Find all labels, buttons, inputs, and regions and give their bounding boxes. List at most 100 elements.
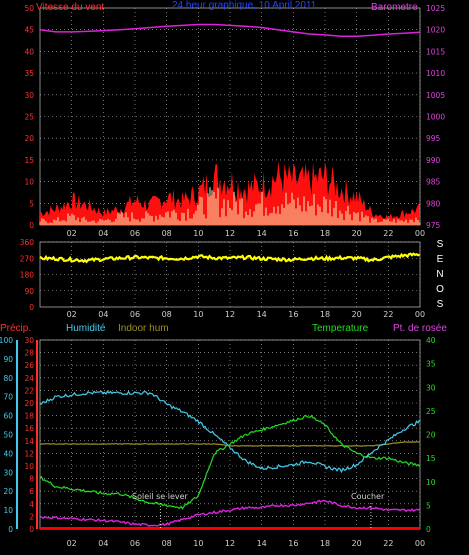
x-tick-label: 18 <box>320 539 330 548</box>
chart-marks <box>39 23 421 529</box>
barometer-tick-label: 1005 <box>426 91 445 100</box>
sunset-label: Coucher <box>351 492 385 501</box>
wind-tick-label: 0 <box>29 221 34 230</box>
wind-tick-label: 5 <box>29 199 34 208</box>
precip-tick-label: 18 <box>24 412 34 421</box>
compass-label: N <box>436 269 443 280</box>
barometer-tick-label: 1020 <box>426 26 445 35</box>
x-tick-label: 02 <box>67 229 77 238</box>
x-tick-label: 12 <box>225 229 235 238</box>
humidity-tick-label: 40 <box>3 449 13 458</box>
temperature-tick-label: 10 <box>426 478 436 487</box>
humidity-tick-label: 0 <box>8 525 13 534</box>
barometer-tick-label: 980 <box>426 199 441 208</box>
x-tick-label: 22 <box>383 539 393 548</box>
x-tick-label: 16 <box>288 539 298 548</box>
wind-tick-label: 15 <box>24 156 34 165</box>
x-tick-label: 22 <box>383 229 393 238</box>
x-tick-label: 02 <box>67 310 77 319</box>
humidity-tick-label: 100 <box>0 336 13 345</box>
wind-direction-line <box>39 252 420 264</box>
x-tick-label: 08 <box>162 539 172 548</box>
x-tick-label: 14 <box>257 539 267 548</box>
precip-tick-label: 4 <box>29 500 34 509</box>
x-tick-label: 20 <box>352 539 362 548</box>
x-tick-label: 06 <box>130 229 140 238</box>
x-tick-label: 14 <box>257 229 267 238</box>
temperature-tick-label: 5 <box>426 501 431 510</box>
x-tick-label: 18 <box>320 229 330 238</box>
barometer-tick-label: 1010 <box>426 69 445 78</box>
humidity-axis-title: Humidité <box>66 323 106 334</box>
x-tick-label: 10 <box>193 310 203 319</box>
precip-tick-label: 22 <box>24 386 34 395</box>
direction-tick-label: 180 <box>20 271 35 280</box>
barometer-tick-label: 1015 <box>426 47 445 56</box>
wind-tick-label: 50 <box>24 4 34 13</box>
x-tick-label: 18 <box>320 310 330 319</box>
dewpoint-axis-title: Pt. de rosée <box>393 323 447 334</box>
dewpoint-line <box>39 499 420 527</box>
x-tick-label: 14 <box>257 310 267 319</box>
precip-tick-label: 10 <box>24 462 34 471</box>
precip-tick-label: 20 <box>24 399 34 408</box>
precip-tick-label: 14 <box>24 437 34 446</box>
humidity-tick-label: 70 <box>3 393 13 402</box>
wind-axis-title: Vitesse du vent <box>36 2 104 13</box>
precip-tick-label: 12 <box>24 449 34 458</box>
x-tick-label: 04 <box>98 539 108 548</box>
wind-tick-label: 40 <box>24 47 34 56</box>
x-tick-label: 20 <box>352 310 362 319</box>
indoor-hum-title: Indoor hum <box>118 323 169 334</box>
x-tick-label: 04 <box>98 310 108 319</box>
barometer-tick-label: 995 <box>426 134 441 143</box>
precip-axis-title: Précip. <box>0 323 31 334</box>
grid-lines <box>40 7 421 529</box>
precip-tick-label: 8 <box>29 475 34 484</box>
x-tick-label: 08 <box>162 229 172 238</box>
precip-tick-label: 2 <box>29 512 34 521</box>
direction-tick-label: 360 <box>20 238 35 247</box>
x-tick-label: 10 <box>193 229 203 238</box>
x-tick-label: 16 <box>288 229 298 238</box>
x-tick-label: 08 <box>162 310 172 319</box>
temperature-tick-label: 0 <box>426 525 431 534</box>
temperature-tick-label: 15 <box>426 454 436 463</box>
humidity-tick-label: 80 <box>3 374 13 383</box>
x-tick-label: 00 <box>415 539 425 548</box>
precip-tick-label: 6 <box>29 487 34 496</box>
x-tick-label: 12 <box>225 310 235 319</box>
humidity-tick-label: 90 <box>3 355 13 364</box>
humidity-tick-label: 50 <box>3 431 13 440</box>
temperature-tick-label: 25 <box>426 407 436 416</box>
humidity-tick-label: 20 <box>3 487 13 496</box>
x-tick-label: 10 <box>193 539 203 548</box>
temperature-tick-label: 20 <box>426 431 436 440</box>
sunrise-label: Soleil se lever <box>132 492 189 501</box>
temperature-tick-label: 40 <box>426 336 436 345</box>
wind-tick-label: 10 <box>24 178 34 187</box>
x-tick-label: 06 <box>130 310 140 319</box>
compass-label: O <box>436 284 444 295</box>
temperature-line <box>39 414 420 510</box>
temperature-tick-label: 30 <box>426 383 436 392</box>
x-tick-label: 04 <box>98 229 108 238</box>
x-tick-label: 02 <box>67 539 77 548</box>
barometer-axis-title: Barometre <box>371 2 418 13</box>
x-tick-label: 00 <box>415 310 425 319</box>
barometer-tick-label: 985 <box>426 178 441 187</box>
humidity-tick-label: 60 <box>3 412 13 421</box>
x-tick-label: 16 <box>288 310 298 319</box>
wind-tick-label: 25 <box>24 113 34 122</box>
barometer-tick-label: 1025 <box>426 4 445 13</box>
direction-tick-label: 0 <box>29 303 34 312</box>
precip-tick-label: 26 <box>24 361 34 370</box>
precip-tick-label: 30 <box>24 336 34 345</box>
wind-tick-label: 30 <box>24 91 34 100</box>
x-tick-label: 22 <box>383 310 393 319</box>
wind-tick-label: 45 <box>24 26 34 35</box>
barometer-tick-label: 1000 <box>426 113 445 122</box>
direction-tick-label: 90 <box>24 287 34 296</box>
wind-tick-label: 35 <box>24 69 34 78</box>
